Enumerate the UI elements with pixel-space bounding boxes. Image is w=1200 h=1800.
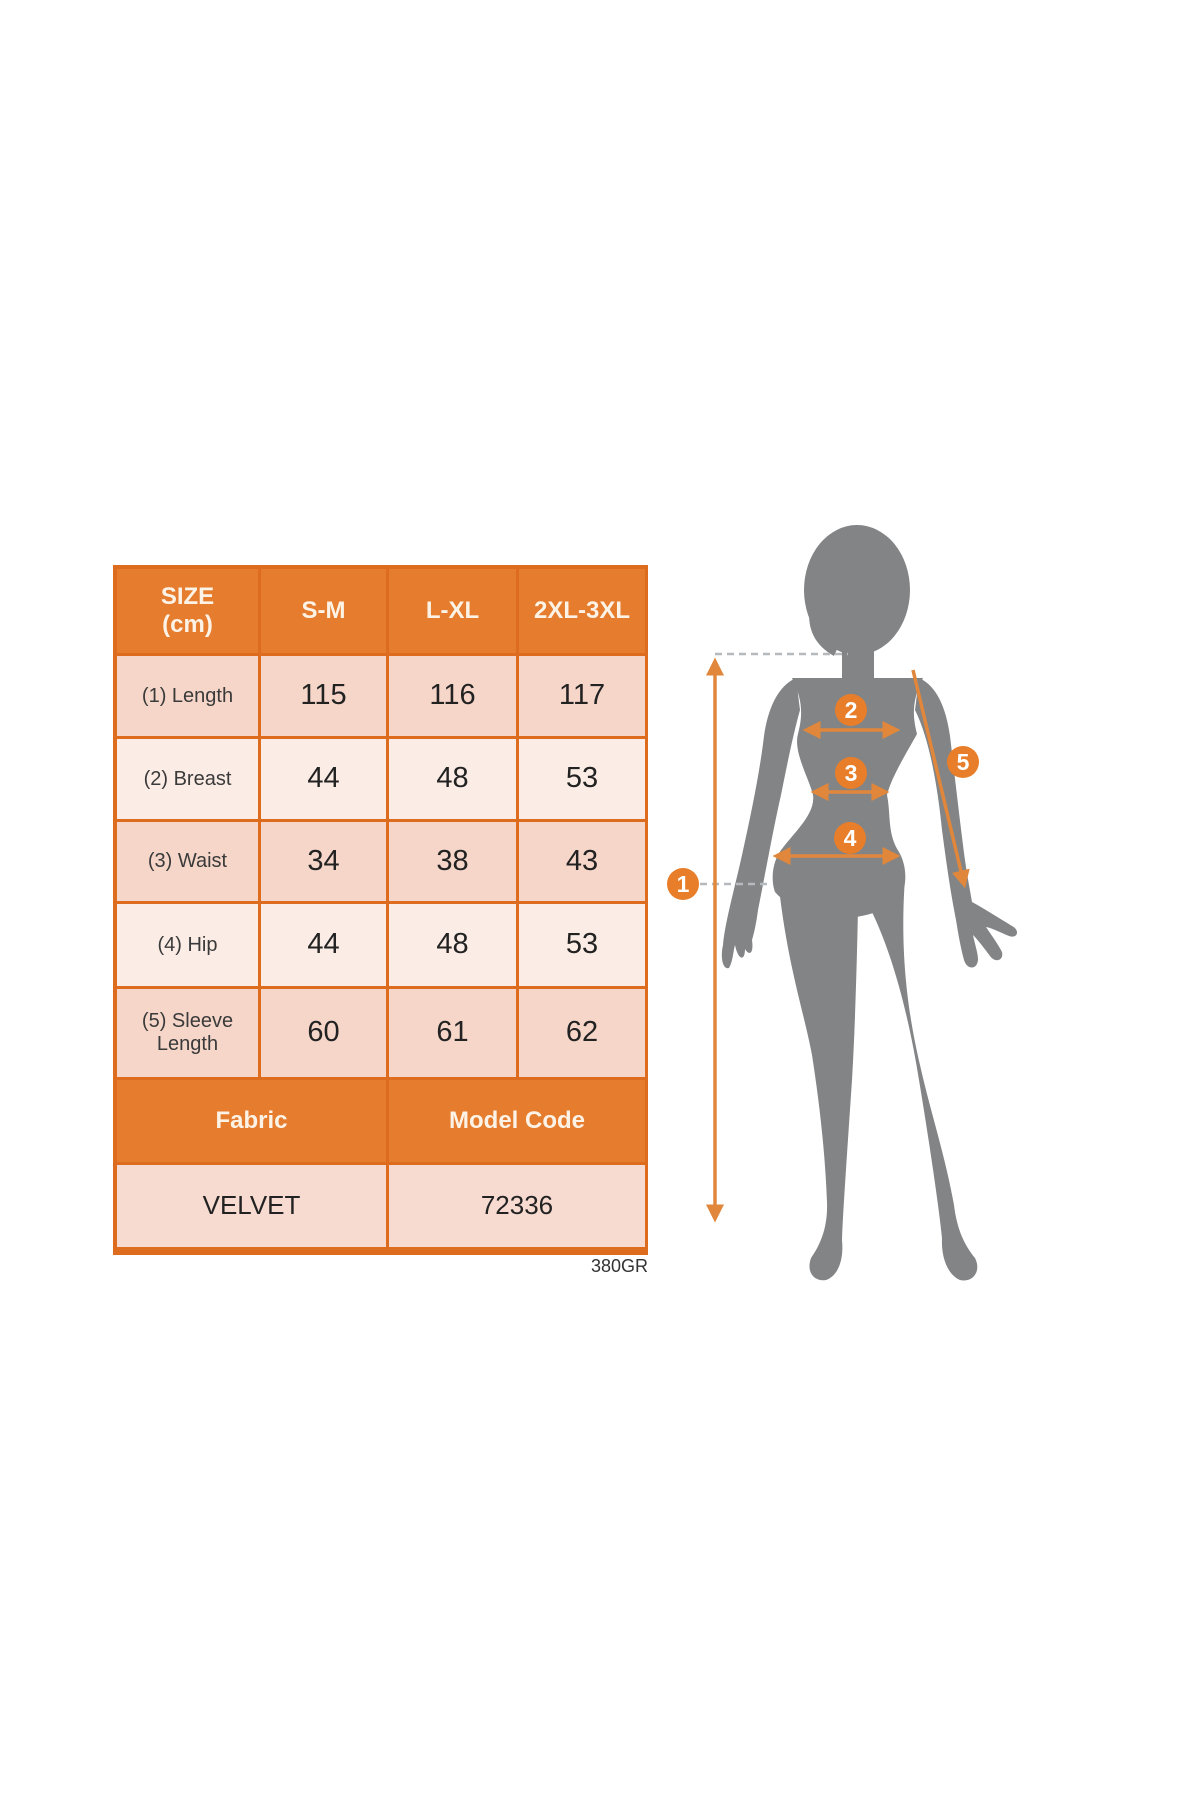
value-breast-2xl: 53 [519,739,645,819]
value-hip-2xl: 53 [519,904,645,986]
silhouette-neck [842,630,874,680]
value-length-sm: 115 [261,656,386,736]
weight-note: 380GR [590,1256,648,1276]
column-header-2xl3xl: 2XL-3XL [519,569,645,653]
value-waist-sm: 34 [261,822,386,901]
value-sleeve-lxl: 61 [389,989,516,1077]
model-code-header-cell: Model Code [389,1080,645,1162]
silhouette-hair-wisp [809,605,842,656]
silhouette-left-leg [778,878,858,1281]
row-label-sleeve-length: (5) Sleeve Length [117,989,258,1077]
marker-3-circle [835,757,867,789]
sleeve-arrow [911,669,970,889]
woman-silhouette [721,525,1018,1281]
fabric-header-cell: Fabric [117,1080,386,1162]
row-label-breast: (2) Breast [117,739,258,819]
size-header-line2: (cm) [162,611,213,638]
value-breast-lxl: 48 [389,739,516,819]
marker-2-circle [835,694,867,726]
silhouette-right-leg [870,878,978,1281]
value-breast-sm: 44 [261,739,386,819]
body-measurement-figure: 1 2 3 4 5 [667,525,1018,1281]
measurement-markers: 1 2 3 4 5 [667,694,979,900]
size-header-line1: SIZE [160,583,215,611]
size-chart-table: SIZE (cm) S-M L-XL 2XL-3XL (1) Length 11… [113,565,648,1255]
column-header-lxl: L-XL [389,569,516,653]
marker-2-label: 2 [845,697,858,723]
value-hip-lxl: 48 [389,904,516,986]
value-waist-2xl: 43 [519,822,645,901]
fabric-value-cell: VELVET [117,1165,386,1247]
marker-5-circle [947,746,979,778]
row-label-length: (1) Length [117,656,258,736]
marker-4-circle [834,822,866,854]
row-label-hip: (4) Hip [117,904,258,986]
model-code-value-cell: 72336 [389,1165,645,1247]
column-header-sm: S-M [261,569,386,653]
value-waist-lxl: 38 [389,822,516,901]
marker-1-circle [667,868,699,900]
marker-3-label: 3 [845,760,858,786]
row-label-waist: (3) Waist [117,822,258,901]
size-header-cell: SIZE (cm) [117,569,258,653]
silhouette-head [804,525,910,655]
value-sleeve-2xl: 62 [519,989,645,1077]
marker-1-label: 1 [677,871,690,897]
value-sleeve-sm: 60 [261,989,386,1077]
marker-4-label: 4 [844,825,857,851]
marker-5-label: 5 [957,749,970,775]
silhouette-left-arm [721,678,800,969]
silhouette-right-arm [915,678,1018,968]
value-hip-sm: 44 [261,904,386,986]
value-length-2xl: 117 [519,656,645,736]
value-length-lxl: 116 [389,656,516,736]
